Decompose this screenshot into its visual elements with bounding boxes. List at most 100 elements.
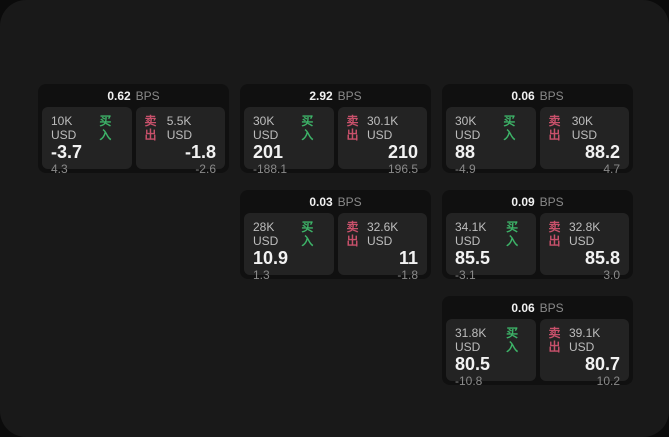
sell-size-label: 30K USD [571,114,598,142]
bps-spread-value: 0.62 [107,88,131,103]
sell-tile-header: 卖出 5.5K USD [145,114,217,142]
quote-card: 2.92 BPS 30K USD 买入 201 -188.1 卖出 30.1K … [240,84,431,176]
buy-quote-tile[interactable]: 31.8K USD 买入 80.5 -10.8 [446,319,536,388]
buy-quote-tile[interactable]: 10K USD 买入 -3.7 4.3 [42,107,132,176]
quote-card: 0.06 BPS 31.8K USD 买入 80.5 -10.8 卖出 39.1… [442,296,633,388]
buy-sub-value: -188.1 [253,162,288,176]
bps-spread-value: 0.06 [511,300,535,315]
sell-sub-value: 10.2 [596,374,620,388]
sell-side-label: 卖出 [548,220,561,248]
bps-unit-label: BPS [539,194,564,209]
sell-price-value: 11 [398,248,418,268]
buy-quote-tile[interactable]: 30K USD 买入 88 -4.9 [446,107,536,176]
sell-side-label: 卖出 [548,326,561,354]
buy-side-label: 买入 [301,114,314,142]
buy-size-label: 34.1K USD [455,220,487,248]
buy-price-value: 85.5 [455,248,491,268]
sell-sub-value: 4.7 [603,162,620,176]
sell-sub-value: 3.0 [603,268,620,282]
card-header: 2.92 BPS [244,84,427,107]
buy-price-value: 201 [253,142,284,162]
sell-price-value: 88.2 [584,142,620,162]
buy-size-label: 28K USD [253,220,279,248]
buy-sub-value: -3.1 [455,268,476,282]
buy-quote-tile[interactable]: 30K USD 买入 201 -188.1 [244,107,334,176]
sell-tile-header: 卖出 39.1K USD [549,326,621,354]
quote-card: 0.62 BPS 10K USD 买入 -3.7 4.3 卖出 5.5K USD… [38,84,229,176]
buy-sub-value: 4.3 [51,162,68,176]
sell-tile-header: 卖出 30.1K USD [347,114,419,142]
sell-size-label: 32.6K USD [366,220,399,248]
quote-tiles: 31.8K USD 买入 80.5 -10.8 卖出 39.1K USD 80.… [446,319,629,388]
sell-size-label: 5.5K USD [166,114,193,142]
buy-side-label: 买入 [99,114,112,142]
quote-tiles: 28K USD 买入 10.9 1.3 卖出 32.6K USD 11 -1.8 [244,213,427,282]
buy-tile-header: 28K USD 买入 [253,220,325,248]
sell-quote-tile[interactable]: 卖出 30.1K USD 210 196.5 [337,107,427,176]
sell-quote-tile[interactable]: 卖出 39.1K USD 80.7 10.2 [539,319,629,388]
quote-tiles: 30K USD 买入 201 -188.1 卖出 30.1K USD 210 1… [244,107,427,176]
card-header: 0.03 BPS [244,190,427,213]
sell-price-value: 210 [387,142,418,162]
sell-quote-tile[interactable]: 卖出 30K USD 88.2 4.7 [539,107,629,176]
buy-side-label: 买入 [301,220,314,248]
buy-side-label: 买入 [503,114,516,142]
buy-side-label: 买入 [506,220,519,248]
sell-sub-value: -1.8 [397,268,418,282]
quote-tiles: 34.1K USD 买入 85.5 -3.1 卖出 32.8K USD 85.8… [446,213,629,282]
quote-card: 0.09 BPS 34.1K USD 买入 85.5 -3.1 卖出 32.8K… [442,190,633,282]
bps-spread-value: 0.03 [309,194,333,209]
buy-price-value: 88 [455,142,476,162]
sell-price-value: -1.8 [184,142,216,162]
sell-side-label: 卖出 [144,114,157,142]
buy-size-label: 10K USD [51,114,77,142]
card-header: 0.06 BPS [446,84,629,107]
sell-price-value: 80.7 [584,354,620,374]
quote-tiles: 10K USD 买入 -3.7 4.3 卖出 5.5K USD -1.8 -2.… [42,107,225,176]
bps-unit-label: BPS [539,300,564,315]
sell-quote-tile[interactable]: 卖出 32.8K USD 85.8 3.0 [539,213,629,282]
buy-tile-header: 30K USD 买入 [455,114,527,142]
bps-unit-label: BPS [337,88,362,103]
buy-sub-value: 1.3 [253,268,270,282]
buy-tile-header: 10K USD 买入 [51,114,123,142]
sell-size-label: 30.1K USD [366,114,399,142]
buy-quote-tile[interactable]: 34.1K USD 买入 85.5 -3.1 [446,213,536,282]
buy-price-value: 80.5 [455,354,491,374]
sell-tile-header: 卖出 32.8K USD [549,220,621,248]
sell-size-label: 39.1K USD [568,326,601,354]
bps-spread-value: 0.06 [511,88,535,103]
bps-unit-label: BPS [135,88,160,103]
sell-sub-value: 196.5 [387,162,418,176]
bps-spread-value: 2.92 [309,88,333,103]
bps-spread-value: 0.09 [511,194,535,209]
sell-tile-header: 卖出 30K USD [549,114,621,142]
buy-tile-header: 31.8K USD 买入 [455,326,527,354]
buy-size-label: 31.8K USD [455,326,487,354]
buy-sub-value: -4.9 [455,162,476,176]
buy-size-label: 30K USD [253,114,279,142]
sell-side-label: 卖出 [346,220,359,248]
buy-tile-header: 34.1K USD 买入 [455,220,527,248]
quote-grid: 0.62 BPS 10K USD 买入 -3.7 4.3 卖出 5.5K USD… [38,84,633,388]
buy-size-label: 30K USD [455,114,481,142]
sell-tile-header: 卖出 32.6K USD [347,220,419,248]
sell-size-label: 32.8K USD [568,220,601,248]
sell-quote-tile[interactable]: 卖出 32.6K USD 11 -1.8 [337,213,427,282]
buy-price-value: -3.7 [51,142,83,162]
quote-card: 0.06 BPS 30K USD 买入 88 -4.9 卖出 30K USD 8… [442,84,633,176]
card-header: 0.62 BPS [42,84,225,107]
card-header: 0.09 BPS [446,190,629,213]
bps-unit-label: BPS [337,194,362,209]
sell-side-label: 卖出 [346,114,359,142]
sell-side-label: 卖出 [548,114,561,142]
buy-tile-header: 30K USD 买入 [253,114,325,142]
sell-quote-tile[interactable]: 卖出 5.5K USD -1.8 -2.6 [135,107,225,176]
quote-card: 0.03 BPS 28K USD 买入 10.9 1.3 卖出 32.6K US… [240,190,431,282]
card-header: 0.06 BPS [446,296,629,319]
buy-quote-tile[interactable]: 28K USD 买入 10.9 1.3 [244,213,334,282]
buy-price-value: 10.9 [253,248,289,268]
sell-sub-value: -2.6 [195,162,216,176]
buy-side-label: 买入 [506,326,519,354]
